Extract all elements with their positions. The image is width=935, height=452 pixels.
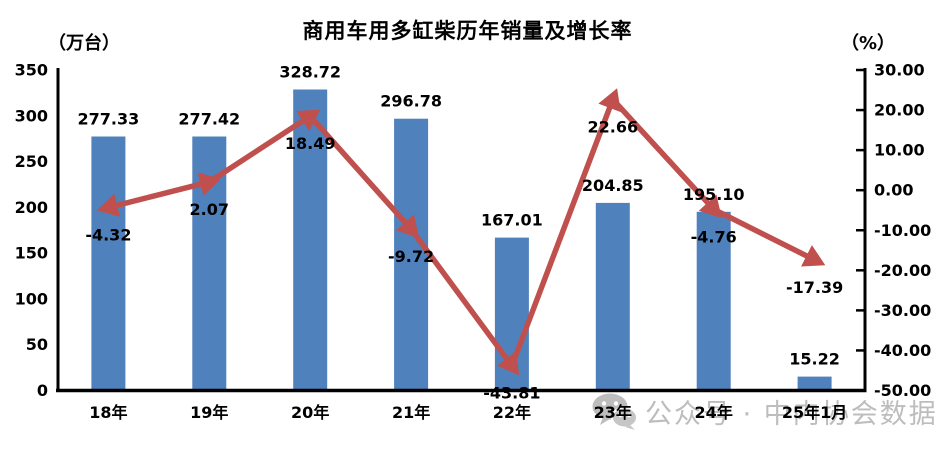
sales-bar bbox=[91, 136, 126, 391]
right-axis-tick-label: 30.00 bbox=[874, 61, 925, 80]
x-axis-label: 20年 bbox=[291, 403, 329, 422]
x-axis-label: 18年 bbox=[89, 403, 127, 422]
sales-bar bbox=[595, 202, 630, 391]
growth-marker bbox=[96, 193, 121, 217]
growth-marker bbox=[598, 88, 621, 113]
growth-value-label: -4.76 bbox=[691, 227, 737, 246]
sales-value-label: 277.33 bbox=[78, 110, 140, 129]
right-axis-tick-label: -30.00 bbox=[874, 301, 931, 320]
sales-value-label: 296.78 bbox=[380, 92, 442, 111]
left-axis-tick-label: 100 bbox=[15, 289, 48, 308]
growth-value-label: -4.32 bbox=[85, 226, 131, 245]
growth-value-label: -43.81 bbox=[483, 384, 540, 403]
right-axis-tick-label: -40.00 bbox=[874, 341, 931, 360]
right-axis-tick-label: 10.00 bbox=[874, 141, 925, 160]
growth-marker bbox=[296, 109, 321, 132]
growth-marker bbox=[698, 194, 722, 219]
x-axis-label: 22年 bbox=[493, 403, 531, 422]
left-axis-tick-label: 0 bbox=[37, 381, 48, 400]
sales-value-label: 167.01 bbox=[481, 211, 543, 230]
sales-value-label: 15.22 bbox=[789, 350, 840, 369]
left-axis-tick-label: 50 bbox=[26, 335, 48, 354]
right-axis-tick-label: 20.00 bbox=[874, 101, 925, 120]
right-axis-tick-label: -20.00 bbox=[874, 261, 931, 280]
chart-title: 商用车用多缸柴历年销量及增长率 bbox=[302, 19, 633, 43]
sales-value-label: 204.85 bbox=[582, 176, 644, 195]
right-axis-tick-label: -50.00 bbox=[874, 381, 931, 400]
sales-bar bbox=[394, 118, 429, 391]
sales-bar bbox=[293, 89, 328, 391]
left-axis-tick-label: 300 bbox=[15, 106, 48, 125]
x-axis-label: 21年 bbox=[392, 403, 430, 422]
x-axis-label: 25年1月 bbox=[782, 403, 847, 422]
left-axis-unit: （万台） bbox=[48, 33, 120, 54]
growth-marker bbox=[197, 172, 221, 196]
right-axis-tick-label: 0.00 bbox=[874, 181, 913, 200]
growth-marker bbox=[496, 351, 520, 376]
growth-marker bbox=[801, 245, 826, 267]
growth-marker bbox=[396, 214, 420, 239]
growth-value-label: 22.66 bbox=[587, 117, 638, 136]
sales-bar bbox=[797, 376, 832, 391]
growth-value-label: 18.49 bbox=[285, 134, 336, 153]
right-axis-tick-label: -10.00 bbox=[874, 221, 931, 240]
watermark-text: 公众号 · 中内协会数据 bbox=[645, 399, 935, 430]
sales-value-label: 195.10 bbox=[683, 185, 745, 204]
right-axis-unit: （%） bbox=[841, 33, 896, 54]
x-axis-label: 24年 bbox=[695, 403, 733, 422]
sales-bar bbox=[696, 211, 731, 391]
sales-value-label: 277.42 bbox=[178, 110, 240, 129]
wechat-icon bbox=[592, 393, 638, 430]
x-axis-label: 23年 bbox=[594, 403, 632, 422]
left-axis-tick-label: 200 bbox=[15, 198, 48, 217]
watermark: 公众号 · 中内协会数据 bbox=[592, 392, 935, 431]
left-axis-tick-label: 250 bbox=[15, 152, 48, 171]
left-axis-tick-label: 350 bbox=[15, 61, 48, 80]
x-axis-label: 19年 bbox=[190, 403, 228, 422]
sales-value-label: 328.72 bbox=[279, 63, 341, 82]
growth-line bbox=[105, 96, 818, 369]
growth-value-label: 2.07 bbox=[190, 200, 229, 219]
growth-value-label: -9.72 bbox=[388, 247, 434, 266]
growth-value-label: -17.39 bbox=[786, 278, 843, 297]
left-axis-tick-label: 150 bbox=[15, 244, 48, 263]
